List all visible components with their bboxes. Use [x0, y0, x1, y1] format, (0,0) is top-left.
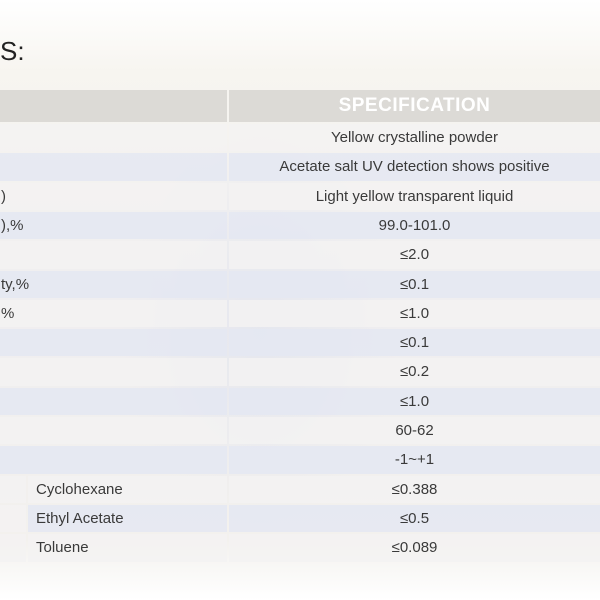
spec-value: ≤0.1: [229, 270, 600, 298]
spec-value: ≤2.0: [229, 241, 600, 269]
item-name: ty,%: [0, 270, 227, 298]
spec-value: ≤0.089: [229, 534, 600, 562]
spec-value: ≤0.5: [229, 504, 600, 533]
header-item: [0, 90, 227, 122]
group-cell: [0, 504, 26, 533]
spec-value: -1~+1: [229, 446, 600, 474]
item-name: ),%: [0, 211, 227, 240]
header-specification: SPECIFICATION: [229, 90, 600, 122]
solvent-name: Toluene: [28, 534, 227, 562]
table-row: % ≤1.0: [0, 299, 600, 328]
item-name: [0, 329, 227, 357]
item-name: [0, 417, 227, 445]
table-row: ty,% ≤0.1: [0, 270, 600, 298]
spec-value: ≤1.0: [229, 387, 600, 416]
spec-value: 99.0-101.0: [229, 211, 600, 240]
spec-value: 60-62: [229, 417, 600, 445]
item-name: [0, 153, 227, 181]
group-cell: [0, 534, 26, 562]
table-row: Cyclohexane ≤0.388: [0, 475, 600, 503]
table-row: ≤0.2: [0, 358, 600, 386]
table-row: ),% 99.0-101.0: [0, 211, 600, 240]
spec-value: Yellow crystalline powder: [229, 124, 600, 152]
item-name: [0, 241, 227, 269]
spec-value: Light yellow transparent liquid: [229, 182, 600, 210]
table-row: ≤0.1: [0, 329, 600, 357]
spec-value: Acetate salt UV detection shows positive: [229, 153, 600, 181]
table-row: Toluene ≤0.089: [0, 534, 600, 562]
table-row: ) Light yellow transparent liquid: [0, 182, 600, 210]
item-name: [0, 358, 227, 386]
spec-value: ≤0.2: [229, 358, 600, 386]
solvent-name: Ethyl Acetate: [28, 504, 227, 533]
spec-value: ≤0.1: [229, 329, 600, 357]
table-row: Yellow crystalline powder: [0, 124, 600, 152]
item-name: ): [0, 182, 227, 210]
item-name: [0, 446, 227, 474]
section-title: S:: [0, 36, 25, 66]
solvent-name: Cyclohexane: [28, 475, 227, 503]
table-row: ≤2.0: [0, 241, 600, 269]
spec-value: ≤0.388: [229, 475, 600, 503]
spec-value: ≤1.0: [229, 299, 600, 328]
item-name: [0, 124, 227, 152]
group-cell: [0, 475, 26, 503]
item-name: %: [0, 299, 227, 328]
table-row: -1~+1: [0, 446, 600, 474]
table-row: Ethyl Acetate ≤0.5: [0, 504, 600, 533]
table-row: Acetate salt UV detection shows positive: [0, 153, 600, 181]
table-row: 60-62: [0, 417, 600, 445]
table-row: ≤1.0: [0, 387, 600, 416]
item-name: [0, 387, 227, 416]
